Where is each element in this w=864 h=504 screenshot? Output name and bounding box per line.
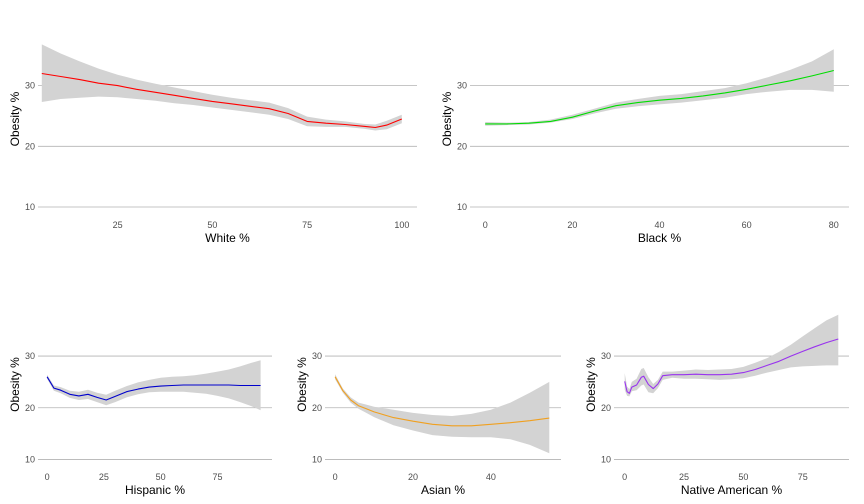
panel-native-american: 10 20 30 0 25 50 75 Native American % Obesity % bbox=[584, 314, 849, 497]
panel-asian: 10 20 30 0 20 40 Asian % Obesity % bbox=[295, 351, 561, 497]
x-tick-label-25: 25 bbox=[113, 220, 123, 230]
series-line bbox=[624, 338, 839, 394]
x-tick-label-40: 40 bbox=[486, 472, 496, 482]
confidence-band bbox=[485, 49, 834, 126]
panel-black: 10 20 30 0 20 40 60 80 Black % Obesity % bbox=[440, 49, 849, 245]
series-line bbox=[46, 376, 261, 401]
y-axis-title: Obesity % bbox=[440, 91, 454, 146]
x-tick-label-20: 20 bbox=[567, 220, 577, 230]
x-tick-label-50: 50 bbox=[738, 472, 748, 482]
y-tick-label-10: 10 bbox=[601, 454, 611, 464]
y-axis-title: Obesity % bbox=[295, 357, 309, 412]
panel-white: 10 20 30 25 50 75 100 White % Obesity % bbox=[8, 44, 417, 245]
confidence-band bbox=[624, 314, 839, 397]
x-axis-title: Black % bbox=[638, 231, 682, 245]
confidence-band bbox=[41, 44, 402, 131]
series-line bbox=[41, 72, 403, 129]
x-axis-title: Asian % bbox=[421, 483, 465, 497]
series-line bbox=[485, 69, 834, 125]
y-tick-label-20: 20 bbox=[601, 403, 611, 413]
y-axis-title: Obesity % bbox=[8, 357, 22, 412]
y-tick-label-30: 30 bbox=[25, 351, 35, 361]
y-tick-label-10: 10 bbox=[457, 202, 467, 212]
y-tick-label-30: 30 bbox=[601, 351, 611, 361]
x-tick-label-0: 0 bbox=[333, 472, 338, 482]
y-tick-label-20: 20 bbox=[25, 141, 35, 151]
y-tick-label-20: 20 bbox=[457, 141, 467, 151]
x-tick-label-50: 50 bbox=[207, 220, 217, 230]
x-tick-label-75: 75 bbox=[798, 472, 808, 482]
y-axis-title: Obesity % bbox=[584, 357, 598, 412]
x-tick-label-0: 0 bbox=[483, 220, 488, 230]
x-tick-label-80: 80 bbox=[829, 220, 839, 230]
y-tick-label-30: 30 bbox=[457, 81, 467, 91]
y-tick-label-10: 10 bbox=[25, 202, 35, 212]
x-axis-title: Hispanic % bbox=[125, 483, 185, 497]
y-tick-label-30: 30 bbox=[312, 351, 322, 361]
confidence-band bbox=[335, 374, 550, 454]
x-axis-title: White % bbox=[205, 231, 250, 245]
x-tick-label-0: 0 bbox=[45, 472, 50, 482]
y-axis-title: Obesity % bbox=[8, 91, 22, 146]
series-line bbox=[334, 376, 550, 427]
confidence-band bbox=[47, 360, 261, 411]
y-tick-label-10: 10 bbox=[312, 454, 322, 464]
y-tick-label-10: 10 bbox=[25, 454, 35, 464]
x-tick-label-50: 50 bbox=[156, 472, 166, 482]
x-tick-label-25: 25 bbox=[99, 472, 109, 482]
x-tick-label-20: 20 bbox=[408, 472, 418, 482]
x-tick-label-60: 60 bbox=[742, 220, 752, 230]
x-tick-label-75: 75 bbox=[212, 472, 222, 482]
x-axis-title: Native American % bbox=[681, 483, 783, 497]
x-tick-label-75: 75 bbox=[302, 220, 312, 230]
x-tick-label-25: 25 bbox=[679, 472, 689, 482]
x-tick-label-100: 100 bbox=[394, 220, 409, 230]
panel-hispanic: 10 20 30 0 25 50 75 Hispanic % Obesity % bbox=[8, 351, 272, 497]
y-tick-label-30: 30 bbox=[25, 81, 35, 91]
x-tick-label-40: 40 bbox=[654, 220, 664, 230]
y-tick-label-20: 20 bbox=[25, 403, 35, 413]
x-tick-label-0: 0 bbox=[622, 472, 627, 482]
y-tick-label-20: 20 bbox=[312, 403, 322, 413]
